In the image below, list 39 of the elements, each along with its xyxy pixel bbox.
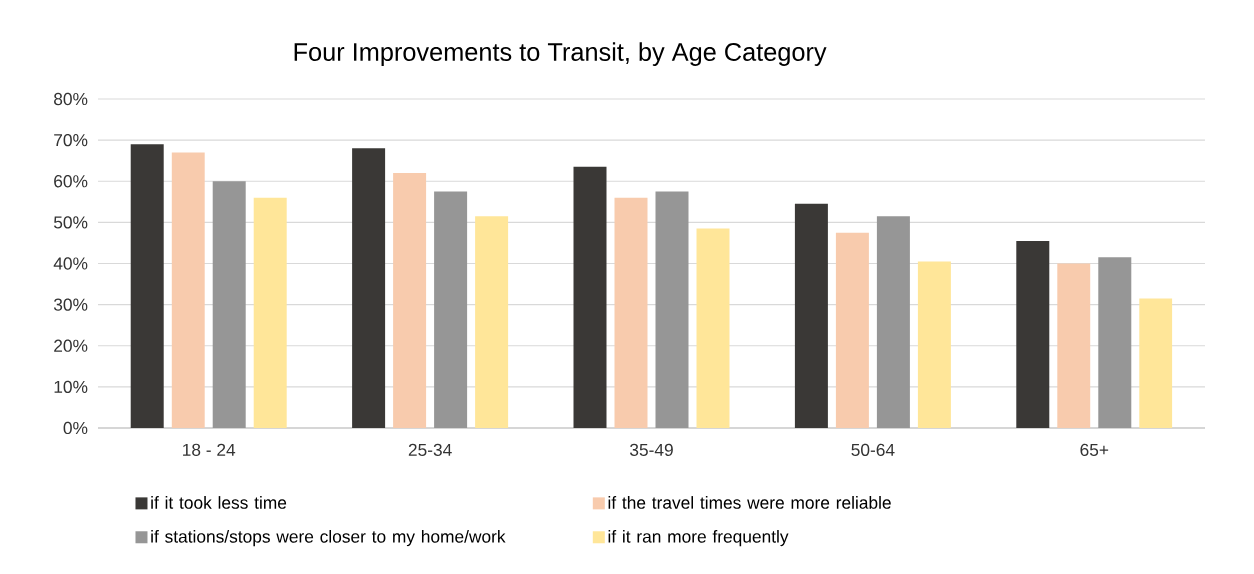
bar: [794, 203, 828, 428]
bar: [655, 191, 689, 428]
y-tick-label: 60%: [54, 175, 88, 188]
bar: [835, 232, 869, 428]
bar: [212, 181, 246, 428]
y-tick-label: 80%: [54, 92, 88, 106]
legend-label: if stations/stops were closer to my home/work: [151, 529, 506, 547]
x-tick-label: 25-34: [408, 443, 452, 456]
bar: [573, 166, 607, 428]
bar: [1139, 298, 1173, 428]
y-tick-label: 50%: [53, 216, 88, 229]
bar: [434, 191, 468, 428]
bar: [253, 197, 287, 428]
bar: [1016, 240, 1050, 428]
bar: [1057, 263, 1091, 428]
bar: [393, 173, 427, 428]
bar: [876, 216, 910, 428]
x-tick-label: 35-49: [630, 443, 673, 456]
chart-title: Four Improvements to Transit, by Age Category: [294, 42, 827, 66]
bar: [917, 261, 951, 428]
y-tick-label: 30%: [53, 298, 88, 311]
bar: [696, 228, 730, 428]
bar: [614, 197, 648, 428]
x-tick-label: 65+: [1080, 443, 1109, 456]
bar: [475, 216, 509, 428]
bar: [1098, 257, 1132, 428]
y-tick-label: 70%: [54, 133, 88, 147]
bar: [352, 148, 386, 428]
y-tick-label: 10%: [54, 380, 88, 393]
bar: [171, 152, 205, 428]
legend-label: if the travel times were more reliable: [608, 496, 891, 509]
x-tick-label: 50-64: [851, 443, 895, 456]
bar: [130, 144, 164, 428]
legend-label: if it ran more frequently: [608, 529, 789, 547]
y-tick-label: 40%: [53, 257, 88, 270]
x-tick-label: 18 - 24: [183, 443, 236, 456]
legend-label: if it took less time: [151, 496, 287, 509]
y-tick-label: 20%: [54, 339, 88, 352]
y-tick-label: 0%: [63, 421, 88, 435]
